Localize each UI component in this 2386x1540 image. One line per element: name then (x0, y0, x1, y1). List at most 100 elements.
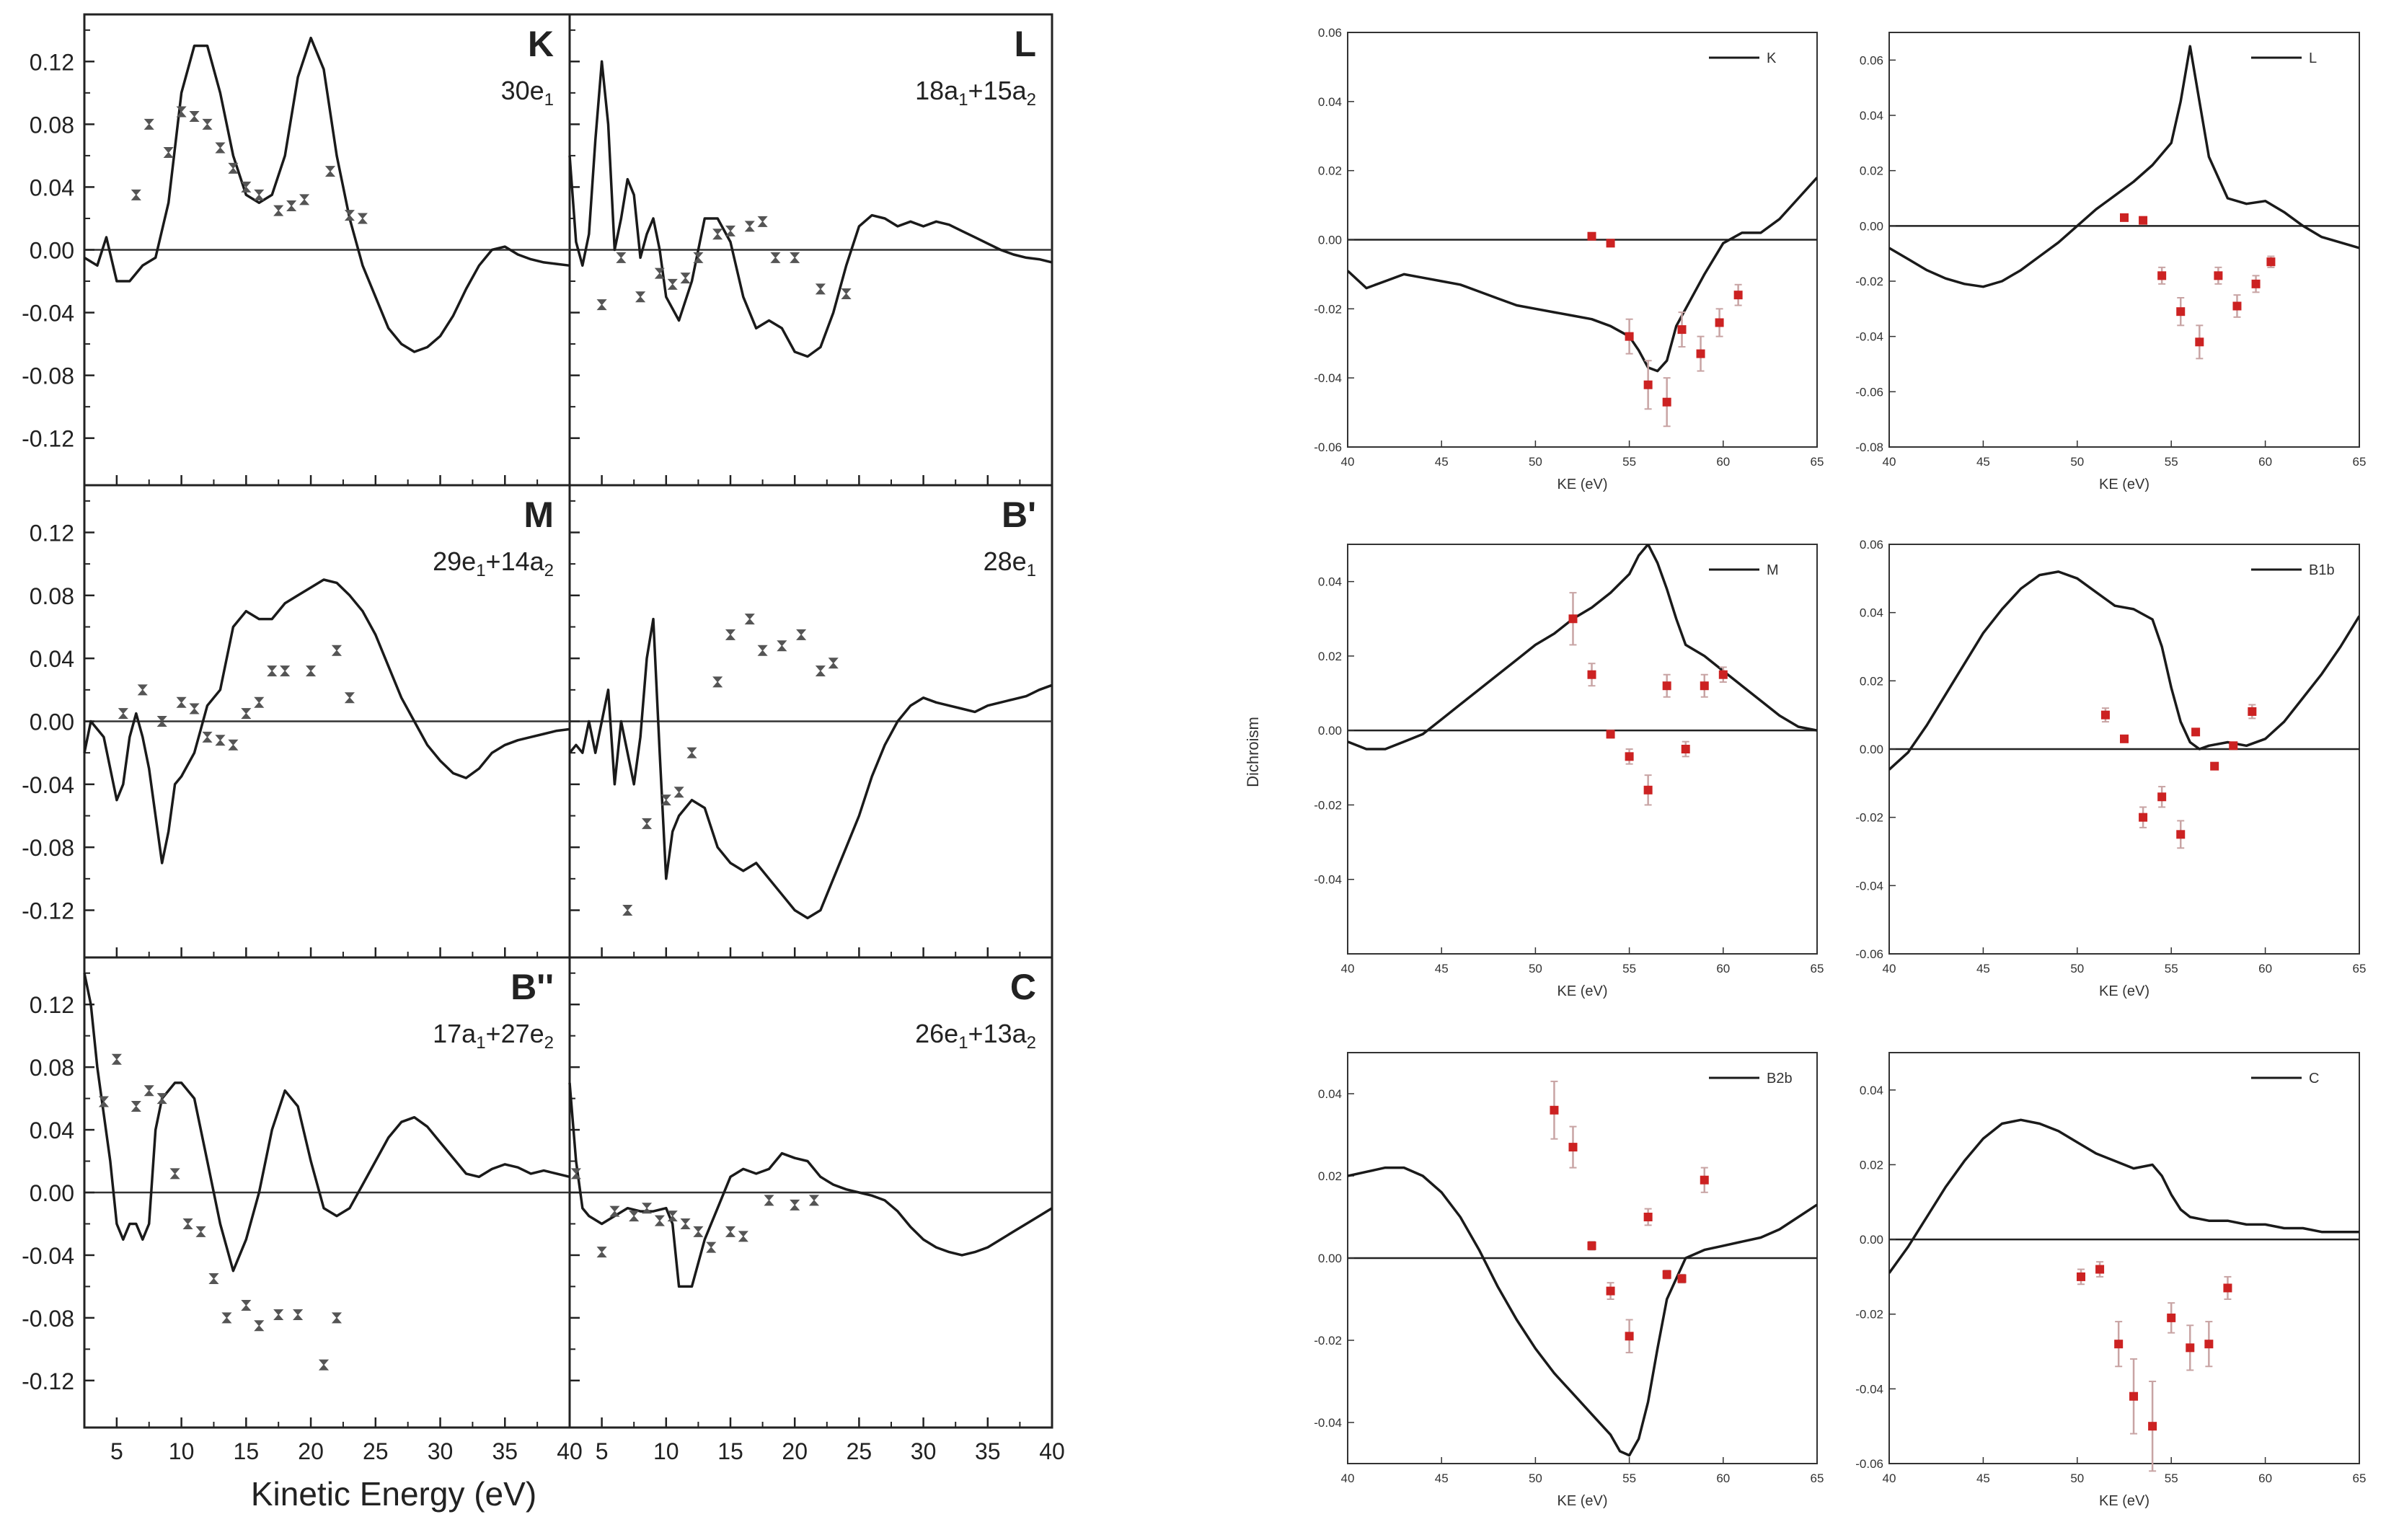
left-x-axis-label: Kinetic Energy (eV) (251, 1475, 536, 1513)
legend-label: B1b (2309, 562, 2335, 578)
y-tick-label: 0.00 (1860, 1233, 1883, 1247)
y-tick-label: 0.12 (30, 49, 74, 75)
y-tick-label: -0.04 (22, 1243, 74, 1269)
x-tick-label: 65 (1811, 962, 1824, 975)
experiment-point (293, 1309, 304, 1321)
panel-sublabel: 29e1+14a2 (433, 546, 554, 580)
experiment-point (299, 194, 310, 205)
experiment-point (143, 118, 154, 130)
experiment-point (808, 1195, 820, 1206)
legend-label: B2b (1767, 1071, 1793, 1087)
experiment-point (202, 118, 213, 130)
left-figure-plots: 0.12 0.08 0.04 0.00 -0.04 -0.08 -0.12 K 30e1 L 18a… (22, 24, 1065, 1464)
x-tick-label: 15 (717, 1438, 743, 1464)
experiment-point (1625, 332, 1634, 341)
x-tick-label: 45 (1976, 1472, 1990, 1485)
experiment-point (331, 645, 343, 656)
y-tick-label: 0.06 (1860, 53, 1883, 67)
y-tick-label: -0.06 (1855, 947, 1883, 961)
panel-label: B' (1002, 495, 1036, 535)
y-tick-label: 0.00 (30, 238, 74, 264)
theory-curve (1889, 1118, 2359, 1274)
x-tick-label: 45 (1976, 455, 1990, 469)
x-axis-label: KE (eV) (2099, 1493, 2149, 1509)
right-y-axis-label: Dichroism (1244, 717, 1262, 787)
x-tick-label: 20 (782, 1438, 808, 1464)
experiment-point (318, 1359, 330, 1371)
experiment-point (2266, 257, 2276, 267)
experiment-point (673, 787, 684, 798)
theory-curve (568, 617, 1053, 920)
experiment-point (1587, 1241, 1596, 1250)
experiment-point (267, 665, 278, 677)
panel-sublabel: 17a1+27e2 (433, 1019, 554, 1053)
experiment-point (660, 795, 671, 806)
x-tick-label: 65 (2353, 962, 2367, 975)
panel-l: L 18a1+15a2 (568, 24, 1053, 485)
y-tick-label: 0.12 (30, 521, 74, 546)
experiment-point (2191, 727, 2201, 737)
experiment-point (2139, 216, 2148, 225)
y-tick-label: -0.12 (22, 426, 74, 452)
x-tick-label: 60 (2258, 1472, 2272, 1485)
x-tick-label: 10 (169, 1438, 195, 1464)
experiment-point (331, 1312, 343, 1324)
experiment-point (2195, 337, 2204, 347)
panel-label: B'' (511, 967, 554, 1007)
y-tick-label: -0.08 (22, 835, 74, 861)
y-tick-label: 0.04 (1318, 1087, 1342, 1101)
experiment-point (202, 731, 213, 743)
experiment-point (2229, 741, 2238, 751)
x-tick-label: 40 (1341, 455, 1355, 469)
experiment-point (1700, 1175, 1709, 1185)
experiment-point (215, 735, 226, 746)
exp-panel-m: 0.04 0.02 0.00 -0.02 -0.04 40 45 50 55 60 65 KE (eV… (1314, 544, 1824, 999)
y-tick-label: 0.04 (1860, 1084, 1883, 1097)
x-tick-label: 30 (911, 1438, 937, 1464)
experiment-point (305, 665, 317, 677)
experiment-point (2100, 710, 2110, 720)
y-tick-label: 0.12 (30, 992, 74, 1018)
experiment-point (273, 1309, 284, 1321)
experiment-point (790, 252, 800, 263)
experiment-point (2232, 301, 2242, 311)
x-tick-label: 65 (2353, 1472, 2367, 1485)
legend-label: L (2309, 50, 2317, 66)
x-tick-label: 40 (1039, 1438, 1065, 1464)
panel-bpp: 0.12 0.08 0.04 0.00 -0.04 -0.08 -0.12 B'' 17a1+2… (22, 967, 571, 1428)
x-tick-label: 55 (2165, 455, 2178, 469)
experiment-point (228, 162, 239, 174)
y-tick-label: -0.04 (1314, 1416, 1342, 1430)
legend-label: M (1767, 562, 1779, 578)
experiment-point (254, 1320, 265, 1332)
x-tick-label: 20 (298, 1438, 324, 1464)
x-axis-label: KE (eV) (1557, 477, 1607, 492)
experiment-point (241, 181, 252, 192)
experiment-point (2120, 734, 2129, 743)
y-tick-label: -0.02 (1314, 1334, 1342, 1348)
x-axis-label: KE (eV) (1557, 1493, 1607, 1509)
experiment-point (2176, 830, 2186, 839)
experiment-point (622, 905, 633, 916)
y-tick-label: -0.02 (1314, 798, 1342, 812)
x-tick-label: 45 (1435, 455, 1449, 469)
theory-curve (1889, 570, 2359, 771)
experiment-point (241, 1299, 252, 1311)
theory-curve (1889, 45, 2359, 288)
x-tick-label: 35 (492, 1438, 518, 1464)
experiment-point (1715, 318, 1724, 327)
experiment-point (156, 1093, 167, 1105)
experiment-point (828, 658, 839, 669)
experiment-point (2167, 1313, 2176, 1322)
x-tick-label: 60 (2258, 962, 2272, 975)
experiment-point (1568, 1143, 1578, 1152)
theory-curve (1348, 177, 1817, 373)
x-tick-label: 55 (2165, 962, 2178, 975)
y-tick-label: -0.04 (1855, 879, 1883, 893)
experiment-point (654, 267, 665, 279)
experiment-point (693, 1226, 704, 1237)
experiment-point (241, 708, 252, 720)
experiment-point (2148, 1422, 2157, 1431)
